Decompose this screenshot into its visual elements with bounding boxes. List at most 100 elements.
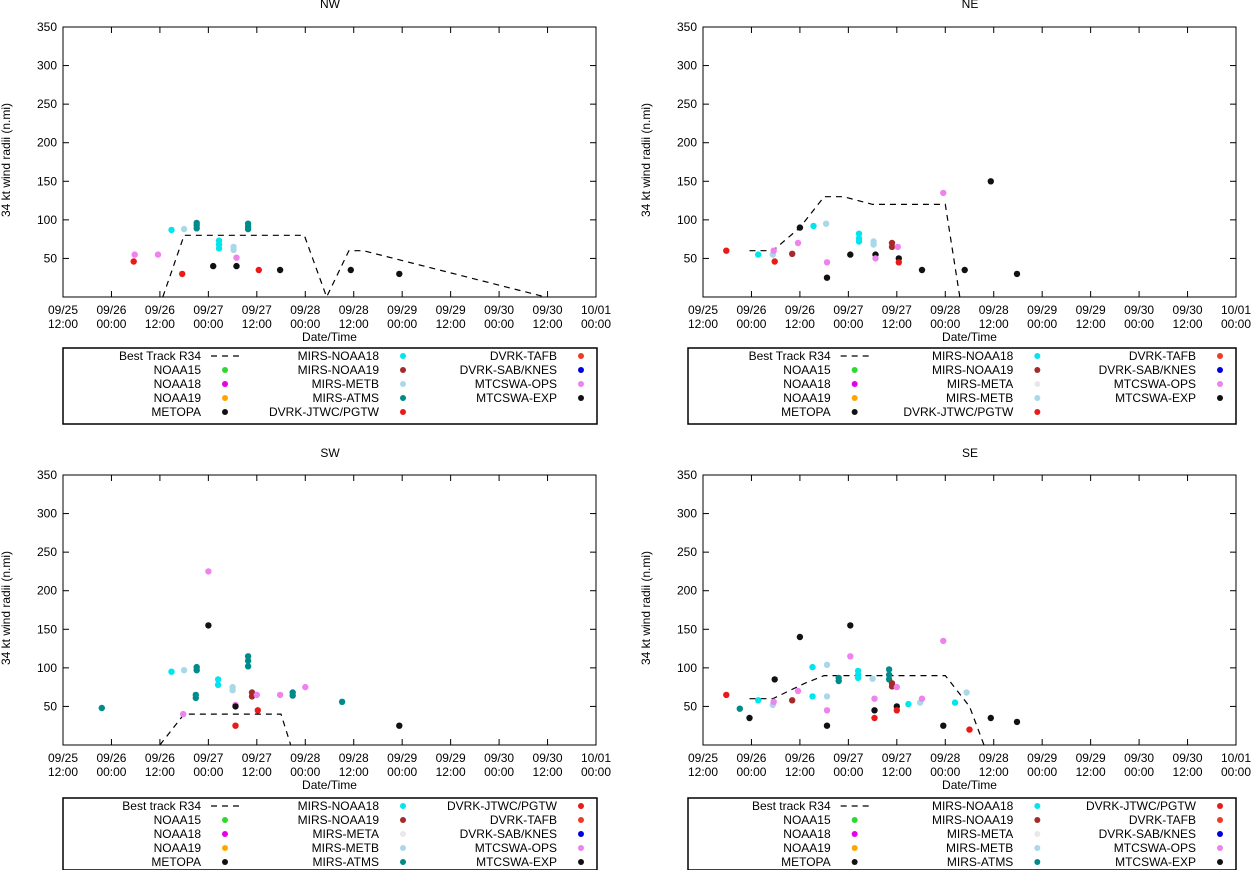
legend-dot-symbol (400, 367, 406, 373)
y-tick-label: 200 (677, 584, 697, 598)
legend-label: MIRS-NOAA18 (932, 799, 1014, 813)
panel-ne: NE34 kt wind radii (n.mi)501001502002503… (639, 0, 1251, 424)
legend-dot-symbol (578, 381, 584, 387)
y-tick-label: 300 (37, 507, 57, 521)
y-tick-label: 300 (677, 59, 697, 73)
y-tick-label: 150 (37, 174, 57, 188)
x-tick-time: 12:00 (145, 317, 175, 331)
data-point (254, 692, 260, 698)
x-tick-time: 12:00 (48, 765, 78, 779)
legend-dot-symbol (578, 817, 584, 823)
data-point (99, 705, 105, 711)
legend-dot-symbol (578, 831, 584, 837)
data-point (772, 676, 778, 682)
x-tick-time: 12:00 (688, 765, 718, 779)
legend-dot-symbol (1034, 803, 1040, 809)
legend-label: METOPA (151, 855, 201, 869)
y-tick-label: 150 (677, 622, 697, 636)
x-tick-date: 09/28 (930, 751, 960, 765)
legend-label: MIRS-METB (946, 391, 1013, 405)
legend-label: MIRS-ATMS (947, 855, 1013, 869)
legend-dot-symbol (400, 395, 406, 401)
legend-dot-symbol (852, 831, 858, 837)
x-tick-time: 00:00 (581, 317, 611, 331)
data-point (940, 190, 946, 196)
data-point (809, 693, 815, 699)
y-tick-label: 250 (37, 97, 57, 111)
x-axis-label: Date/Time (302, 778, 357, 792)
legend-label: NOAA18 (154, 377, 202, 391)
data-point (168, 669, 174, 675)
data-point (205, 622, 211, 628)
legend-label: Best Track R34 (749, 349, 831, 363)
y-tick-label: 100 (677, 661, 697, 675)
legend-dot-symbol (222, 831, 228, 837)
legend-label: MIRS-ATMS (313, 391, 379, 405)
y-tick-label: 350 (37, 468, 57, 482)
x-tick-time: 12:00 (339, 765, 369, 779)
legend-dot-symbol (1034, 859, 1040, 865)
x-tick-time: 00:00 (930, 765, 960, 779)
data-point (233, 263, 239, 269)
legend-label: NOAA18 (783, 377, 831, 391)
legend-dot-symbol (852, 381, 858, 387)
x-tick-time: 00:00 (193, 765, 223, 779)
legend-label: NOAA15 (154, 363, 202, 377)
legend-dot-symbol (578, 859, 584, 865)
legend-dot-symbol (222, 845, 228, 851)
legend-label: Best track R34 (122, 799, 201, 813)
plot-frame (703, 475, 1236, 745)
plot-frame (63, 27, 596, 297)
legend-dot-symbol (1034, 367, 1040, 373)
legend-dot-symbol (400, 845, 406, 851)
x-tick-date: 09/29 (387, 751, 417, 765)
x-tick-time: 00:00 (581, 765, 611, 779)
legend-label: NOAA15 (783, 363, 831, 377)
data-point (210, 263, 216, 269)
x-tick-date: 09/28 (339, 751, 369, 765)
data-point (795, 688, 801, 694)
data-point (215, 682, 221, 688)
legend-dot-symbol (1034, 845, 1040, 851)
legend-label: DVRK-TAFB (490, 813, 557, 827)
legend: Best Track R34NOAA15NOAA18NOAA19METOPA MI… (688, 348, 1236, 424)
x-tick-date: 09/27 (833, 751, 863, 765)
legend-label: MTCSWA-OPS (1114, 841, 1196, 855)
x-tick-date: 10/01 (1221, 303, 1251, 317)
data-point (870, 241, 876, 247)
x-tick-date: 09/30 (533, 751, 563, 765)
data-point (348, 267, 354, 273)
data-point (233, 255, 239, 261)
legend-dot-symbol (400, 831, 406, 837)
x-tick-time: 00:00 (736, 317, 766, 331)
x-tick-time: 12:00 (242, 317, 272, 331)
x-tick-time: 12:00 (1076, 765, 1106, 779)
data-point (245, 226, 251, 232)
x-tick-date: 09/26 (145, 751, 175, 765)
data-point (824, 275, 830, 281)
x-tick-date: 09/26 (736, 303, 766, 317)
legend-label: METOPA (781, 405, 831, 419)
legend-dot-symbol (1217, 803, 1223, 809)
y-tick-label: 100 (37, 661, 57, 675)
legend-dot-symbol (222, 859, 228, 865)
data-point (181, 226, 187, 232)
x-tick-date: 09/29 (1027, 751, 1057, 765)
x-tick-date: 09/25 (48, 751, 78, 765)
data-point (824, 707, 830, 713)
legend-label: NOAA19 (783, 391, 831, 405)
y-axis-label: 34 kt wind radii (n.mi) (0, 551, 13, 665)
x-tick-date: 09/25 (688, 303, 718, 317)
legend-label: DVRK-TAFB (490, 349, 557, 363)
legend-dot-symbol (852, 395, 858, 401)
x-tick-date: 09/25 (48, 303, 78, 317)
data-point (889, 244, 895, 250)
x-tick-time: 00:00 (290, 765, 320, 779)
legend-label: MIRS-NOAA19 (932, 363, 1014, 377)
data-point (905, 701, 911, 707)
data-point (988, 715, 994, 721)
legend-dot-symbol (1217, 831, 1223, 837)
x-tick-date: 09/30 (533, 303, 563, 317)
data-point (131, 258, 137, 264)
data-point (245, 663, 251, 669)
